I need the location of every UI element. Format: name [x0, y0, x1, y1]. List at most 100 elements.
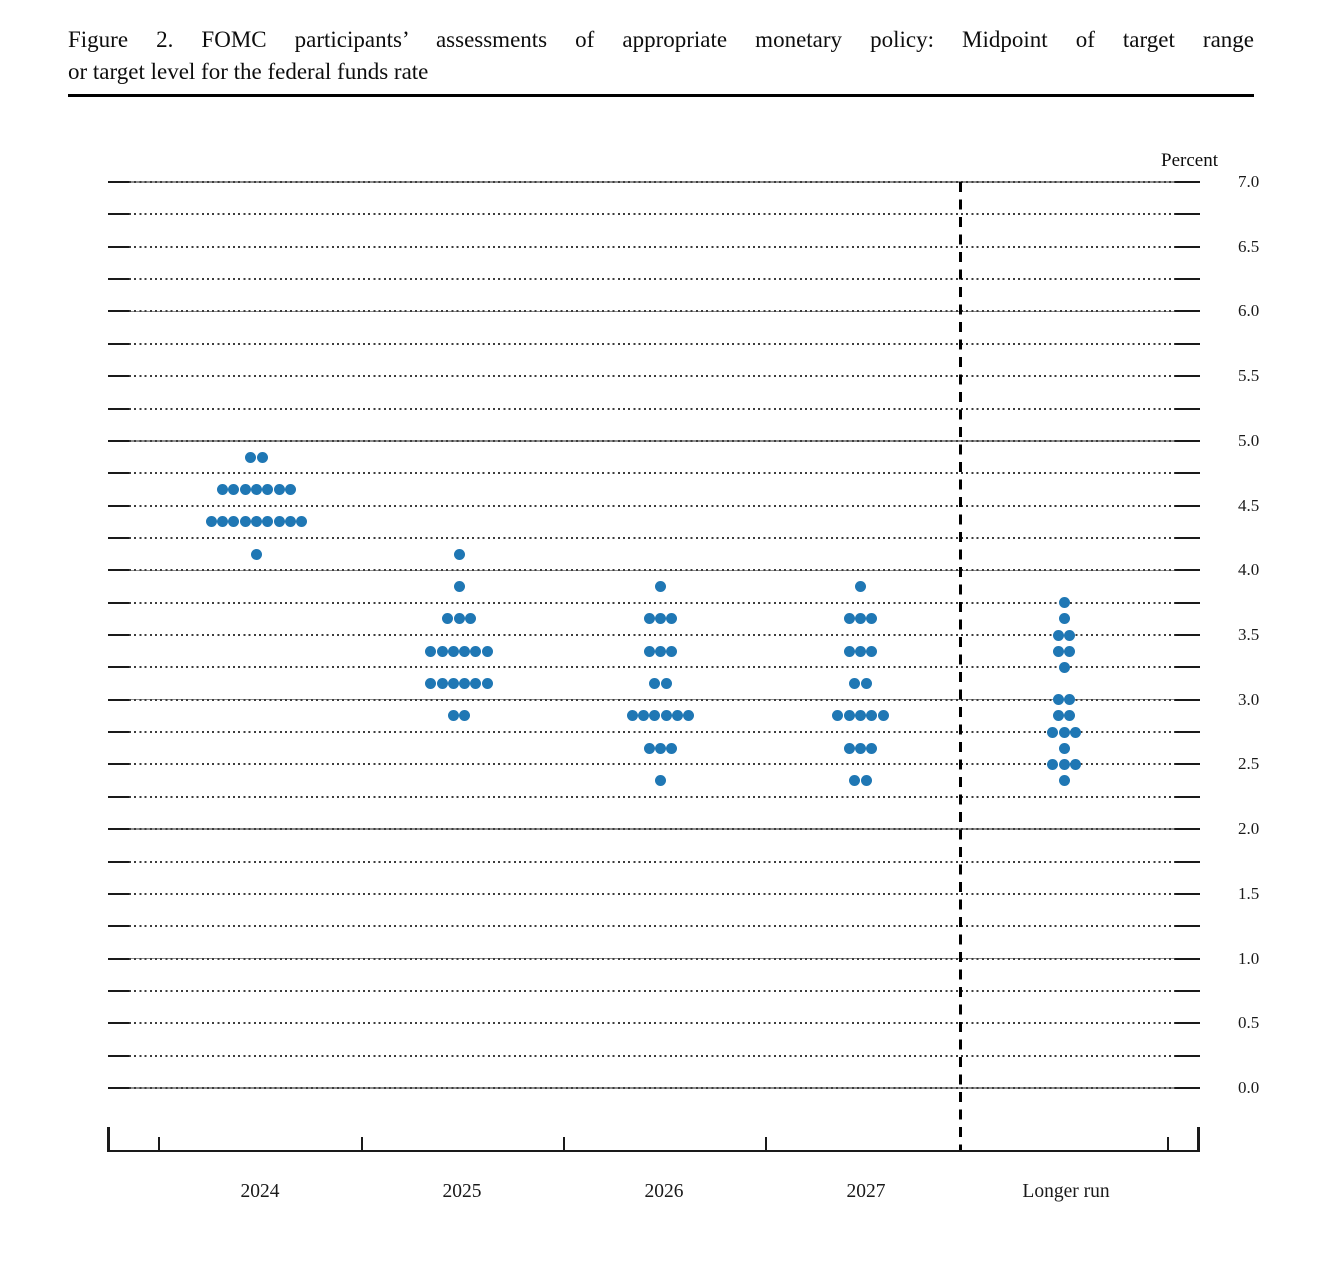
y-axis-unit-label: Percent — [1161, 150, 1218, 171]
gridline-right-cap — [1175, 795, 1200, 798]
participant-dot — [666, 645, 678, 657]
gridline-left-cap — [108, 439, 129, 442]
participant-dot — [626, 710, 638, 722]
gridline-left-cap — [108, 731, 129, 734]
participant-dot — [228, 516, 240, 528]
x-axis-line — [107, 1150, 1200, 1152]
participant-dot — [447, 678, 459, 690]
participant-dot — [1058, 726, 1070, 738]
participant-dot — [671, 710, 683, 722]
gridline-left-cap — [108, 278, 129, 281]
participant-dot — [1047, 726, 1059, 738]
participant-dot — [855, 613, 866, 625]
figure-title-line1: Figure 2. FOMC participants’ assessments… — [68, 27, 1254, 52]
y-axis-tick-label: 6.5 — [1238, 236, 1260, 256]
participant-dot — [447, 645, 459, 657]
gridline-dotted — [129, 860, 1175, 863]
participant-dot — [832, 710, 844, 722]
participant-dot — [866, 645, 878, 657]
participant-dot — [655, 645, 666, 657]
participant-dot — [459, 678, 471, 690]
x-axis-end-tick — [107, 1127, 110, 1150]
gridline-left-cap — [108, 310, 129, 313]
gridline-left-cap — [108, 504, 129, 507]
y-axis-tick-label: 6.0 — [1238, 301, 1260, 321]
participant-dot — [442, 613, 454, 625]
gridline-solid-overlay — [129, 1087, 1175, 1089]
participant-dot — [239, 516, 251, 528]
gridline-left-cap — [108, 245, 129, 248]
participant-dot — [251, 548, 262, 560]
gridline-left-cap — [108, 213, 129, 216]
participant-dot — [643, 645, 655, 657]
gridline-solid-overlay — [129, 439, 1175, 442]
participant-dot — [638, 710, 650, 722]
participant-dot — [205, 516, 217, 528]
participant-dot — [251, 516, 262, 528]
gridline-solid-overlay — [129, 310, 1175, 313]
participant-dot — [1052, 694, 1064, 706]
participant-dot — [660, 710, 672, 722]
participant-dot — [866, 742, 878, 754]
participant-dot — [843, 742, 855, 754]
y-axis-tick-label: 7.0 — [1238, 172, 1260, 191]
x-axis-label-2027: 2027 — [846, 1181, 886, 1202]
participant-dot — [481, 678, 493, 690]
participant-dot — [453, 548, 465, 560]
participant-dot — [849, 775, 861, 787]
participant-dot — [1058, 775, 1070, 787]
participant-dot — [1052, 645, 1064, 657]
participant-dot — [1069, 758, 1081, 770]
gridline-solid-overlay — [129, 828, 1175, 831]
x-axis-tick — [1167, 1137, 1169, 1150]
participant-dot — [655, 613, 666, 625]
gridline-right-cap — [1175, 1022, 1200, 1025]
gridline-left-cap — [108, 957, 129, 960]
gridline-left-cap — [108, 569, 129, 572]
participant-dot — [877, 710, 889, 722]
x-axis-end-tick — [1197, 1127, 1200, 1150]
gridline-right-cap — [1175, 989, 1200, 992]
participant-dot — [273, 483, 285, 495]
x-axis-tick — [361, 1137, 363, 1150]
title-rule — [68, 94, 1254, 97]
gridline-left-cap — [108, 892, 129, 895]
participant-dot — [849, 678, 861, 690]
participant-dot — [459, 645, 471, 657]
y-axis-tick-label: 3.0 — [1238, 689, 1260, 709]
participant-dot — [425, 645, 437, 657]
participant-dot — [643, 613, 655, 625]
gridline-left-cap — [108, 828, 129, 831]
participant-dot — [1047, 758, 1059, 770]
y-axis-tick-label: 1.5 — [1238, 883, 1260, 903]
longer-run-separator-line — [959, 182, 962, 1151]
gridline-left-cap — [108, 342, 129, 345]
gridline-left-cap — [108, 1054, 129, 1057]
participant-dot — [855, 580, 866, 592]
x-axis-tick — [765, 1137, 767, 1150]
y-axis-tick-label: 5.0 — [1238, 430, 1260, 450]
participant-dot — [860, 775, 872, 787]
participant-dot — [228, 483, 240, 495]
gridline-left-cap — [108, 860, 129, 863]
participant-dot — [1052, 629, 1064, 641]
participant-dot — [296, 516, 308, 528]
gridline-dotted — [129, 892, 1175, 895]
participant-dot — [481, 645, 493, 657]
gridline-left-cap — [108, 1022, 129, 1025]
participant-dot — [649, 710, 661, 722]
gridline-left-cap — [108, 795, 129, 798]
participant-dot — [256, 451, 268, 463]
participant-dot — [217, 516, 229, 528]
y-axis-tick-label: 0.5 — [1238, 1013, 1260, 1033]
x-axis-label-2024: 2024 — [240, 1181, 280, 1202]
participant-dot — [470, 645, 482, 657]
x-axis-label-longer-run: Longer run — [1022, 1181, 1110, 1202]
gridline-dotted — [129, 795, 1175, 798]
gridline-right-cap — [1175, 213, 1200, 216]
figure-title-line2: or target level for the federal funds ra… — [68, 59, 429, 84]
gridline-dotted — [129, 1022, 1175, 1025]
participant-dot — [262, 516, 274, 528]
gridline-right-cap — [1175, 407, 1200, 410]
participant-dot — [453, 580, 465, 592]
